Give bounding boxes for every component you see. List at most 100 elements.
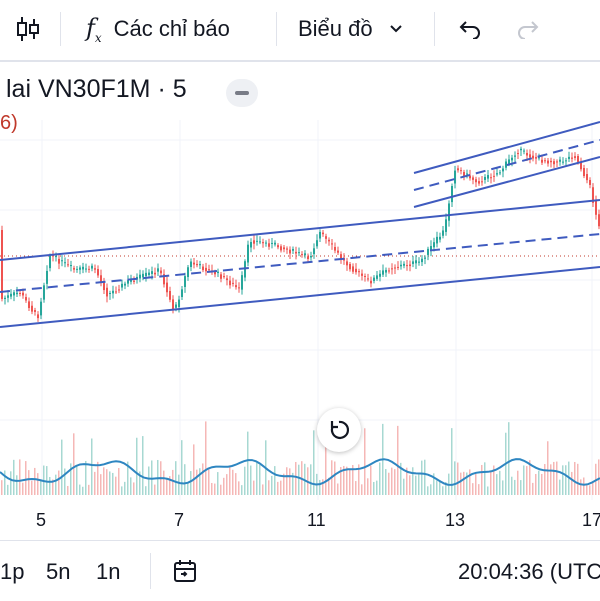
price-change-fragment: 6) — [0, 112, 18, 134]
timeframe-5n[interactable]: 5n — [46, 559, 71, 584]
candle-body — [106, 287, 108, 297]
candle-body — [529, 154, 531, 158]
candle-body — [241, 275, 243, 290]
volume-bar — [487, 486, 489, 495]
volume-bar — [457, 462, 459, 495]
volume-bar — [475, 473, 477, 495]
volume-bar — [28, 470, 30, 495]
reset-chart-button[interactable] — [317, 408, 361, 452]
volume-bar — [67, 485, 69, 495]
candles-icon[interactable] — [16, 0, 40, 58]
volume-bar — [529, 460, 531, 495]
volume-bar — [97, 461, 99, 495]
upper-channel-middle-line — [413, 139, 600, 191]
candle-body — [247, 244, 249, 263]
candle-body — [304, 253, 306, 256]
candle-body — [502, 168, 504, 172]
volume-bar — [85, 460, 87, 495]
candle-body — [88, 268, 90, 270]
volume-bar — [523, 465, 525, 495]
volume-bar — [34, 467, 36, 495]
volume-bar — [64, 468, 66, 495]
candle-body — [184, 276, 186, 287]
candle-body — [481, 181, 483, 183]
toolbar-separator — [276, 12, 277, 46]
volume-bar — [1, 480, 3, 495]
volume-bar — [76, 464, 78, 495]
volume-bar — [124, 481, 126, 495]
candle-body — [520, 148, 522, 151]
function-icon: fx — [86, 13, 102, 45]
volume-bar — [16, 475, 18, 495]
volume-bar — [340, 467, 342, 495]
candle-body — [328, 239, 330, 242]
volume-bar — [193, 444, 195, 495]
volume-bar — [277, 481, 279, 495]
candle-body — [460, 170, 462, 172]
volume-bar — [172, 469, 174, 495]
candle-body — [70, 265, 72, 267]
candle-body — [322, 232, 324, 235]
volume-bar — [46, 466, 48, 495]
volume-bar — [154, 484, 156, 495]
candle-body — [118, 289, 120, 291]
candle-body — [55, 255, 57, 258]
grid — [0, 120, 600, 500]
volume-bar — [451, 428, 453, 495]
upper-channel-bottom-line — [413, 156, 600, 208]
candle-body — [280, 246, 282, 251]
candle-body — [121, 283, 123, 288]
volume-bar — [526, 466, 528, 495]
redo-button[interactable] — [516, 0, 540, 58]
volume-bar — [571, 471, 573, 495]
volume-bar — [133, 482, 135, 495]
candle-body — [337, 250, 339, 253]
volume-bar — [388, 472, 390, 495]
candle-body — [310, 255, 312, 258]
x-axis-label: 7 — [174, 510, 185, 530]
timeframe-1p[interactable]: 1p — [0, 559, 25, 584]
candle-body — [364, 276, 366, 277]
volume-bar — [385, 469, 387, 495]
volume-bar — [109, 471, 111, 495]
candle-body — [79, 267, 81, 270]
volume-bar — [13, 459, 15, 495]
candle-body — [148, 272, 150, 276]
symbol-title[interactable]: lai VN30F1M · 5 — [6, 75, 187, 103]
candle-body — [292, 248, 294, 251]
timeframe-1n[interactable]: 1n — [96, 559, 121, 584]
volume-bar — [127, 461, 129, 495]
volume-bar — [454, 461, 456, 495]
date-range-icon[interactable] — [172, 559, 200, 585]
candle-body — [157, 268, 159, 272]
candle-body — [256, 240, 258, 242]
candle-body — [589, 180, 591, 185]
clock-display[interactable]: 20:04:36 (UTC — [458, 559, 600, 584]
volume-bar — [196, 469, 198, 495]
price-chart[interactable] — [0, 120, 600, 500]
candle-body — [367, 278, 369, 280]
candle-body — [439, 236, 441, 240]
candle-body — [76, 268, 78, 270]
volume-bar — [199, 468, 201, 495]
candle-body — [268, 243, 270, 247]
volume-bar — [175, 461, 177, 495]
volume-bar — [253, 480, 255, 495]
candle-body — [349, 264, 351, 270]
volume-bar — [79, 484, 81, 495]
indicators-button[interactable]: fx Các chỉ báo — [86, 0, 230, 58]
chart-type-button[interactable]: Biểu đồ — [298, 0, 403, 58]
candle-body — [220, 274, 222, 279]
volume-bar — [94, 471, 96, 495]
undo-button[interactable] — [458, 0, 482, 58]
candle-body — [559, 159, 561, 162]
volume-bar — [430, 484, 432, 495]
candle-body — [394, 267, 396, 269]
candle-body — [115, 291, 117, 293]
candle-body — [286, 248, 288, 250]
volume-bar — [106, 469, 108, 495]
candle-body — [163, 274, 165, 285]
volume-bar — [514, 479, 516, 495]
collapse-legend-button[interactable] — [226, 79, 258, 107]
bottom-bar: 1p 5n 1n 20:04:36 (UTC — [0, 540, 600, 601]
